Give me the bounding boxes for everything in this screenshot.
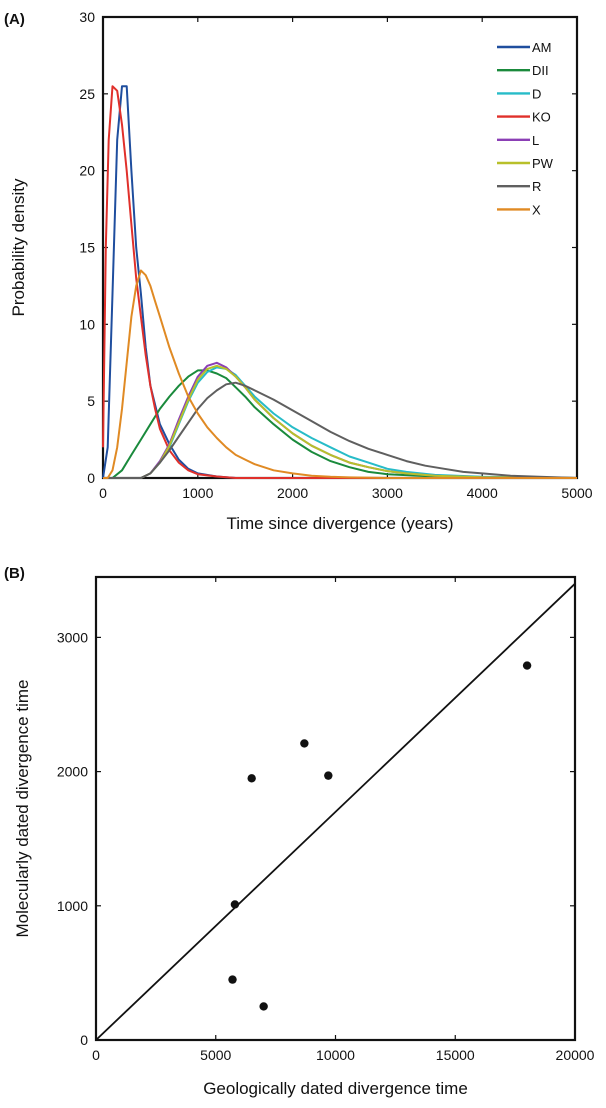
y-tick-label: 0 bbox=[87, 470, 95, 486]
x-axis-title: Geologically dated divergence time bbox=[203, 1079, 468, 1098]
data-point bbox=[230, 900, 240, 909]
y-tick-label: 3000 bbox=[57, 629, 88, 645]
y-tick-label: 2000 bbox=[57, 764, 88, 780]
legend-label-d: D bbox=[532, 86, 541, 101]
x-tick-label: 4000 bbox=[467, 485, 498, 501]
data-point bbox=[228, 975, 237, 984]
y-axis-title: Molecularly dated divergence time bbox=[13, 680, 32, 938]
data-point bbox=[259, 1002, 268, 1011]
x-tick-label: 20000 bbox=[556, 1047, 595, 1063]
panel-b-scatter-chart: 0 5000 10000 15000 20000 0 1000 2000 3000 Geologi… bbox=[13, 575, 595, 1098]
legend-label-dii: DII bbox=[532, 63, 549, 78]
panel-a-line-chart: 0 1000 2000 3000 4000 5000 0 5 10 15 20 25 30 Time si… bbox=[9, 9, 593, 533]
x-tick-label: 0 bbox=[99, 485, 107, 501]
legend-label-x: X bbox=[532, 202, 541, 217]
y-tick-label: 25 bbox=[79, 86, 95, 102]
series-line-am bbox=[102, 85, 577, 479]
x-tick-label: 2000 bbox=[277, 485, 308, 501]
panel-a-label: (A) bbox=[4, 11, 25, 28]
series-line-ko bbox=[102, 85, 577, 479]
series-line-r bbox=[103, 381, 578, 479]
x-tick-label: 0 bbox=[92, 1047, 100, 1063]
x-tick-label: 1000 bbox=[182, 485, 213, 501]
data-point bbox=[324, 771, 333, 780]
data-point bbox=[247, 774, 256, 783]
x-tick-label: 10000 bbox=[316, 1047, 355, 1063]
legend-label-ko: KO bbox=[532, 110, 551, 125]
y-tick-label: 0 bbox=[80, 1032, 88, 1048]
legend-label-am: AM bbox=[532, 40, 552, 55]
series-line-pw bbox=[103, 364, 578, 479]
y-tick-label: 15 bbox=[79, 240, 95, 256]
data-point bbox=[522, 661, 532, 670]
panel-b-label: (B) bbox=[4, 565, 25, 582]
y-tick-label: 20 bbox=[79, 163, 95, 179]
data-point bbox=[300, 739, 309, 748]
plot-frame bbox=[101, 15, 579, 480]
series-line-d bbox=[103, 366, 578, 479]
x-tick-label: 15000 bbox=[436, 1047, 475, 1063]
series-line-x bbox=[103, 269, 577, 479]
y-tick-label: 1000 bbox=[57, 898, 88, 914]
x-tick-label: 5000 bbox=[200, 1047, 231, 1063]
series-line-dii bbox=[103, 369, 578, 479]
legend-label-pw: PW bbox=[532, 156, 554, 171]
reference-line bbox=[95, 583, 576, 1041]
x-axis-title: Time since divergence (years) bbox=[226, 514, 453, 533]
legend-label-l: L bbox=[532, 133, 539, 148]
y-axis-title: Probability density bbox=[9, 178, 28, 316]
y-tick-label: 10 bbox=[79, 316, 95, 332]
x-tick-label: 5000 bbox=[561, 485, 592, 501]
y-tick-label: 5 bbox=[87, 393, 95, 409]
legend-label-r: R bbox=[532, 179, 541, 194]
series-line-l bbox=[103, 361, 578, 479]
x-tick-label: 3000 bbox=[372, 485, 403, 501]
y-tick-label: 30 bbox=[79, 9, 95, 25]
